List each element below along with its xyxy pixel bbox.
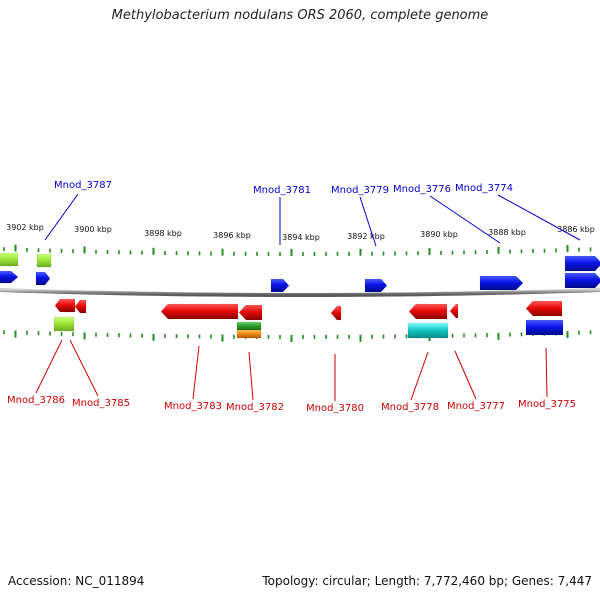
gene-label: Mnod_3776 <box>393 184 451 195</box>
gene-label: Mnod_3781 <box>253 185 311 196</box>
label-leader-line <box>545 347 548 398</box>
rna-gene <box>53 316 75 332</box>
reverse-gene <box>160 303 239 320</box>
forward-gene <box>525 319 564 336</box>
misc-feature <box>236 329 262 339</box>
scale-label: 3886 kbp <box>557 225 595 234</box>
pseudo-gene <box>407 322 449 339</box>
rna-gene <box>236 321 262 331</box>
reverse-gene <box>525 300 563 317</box>
scale-label: 3898 kbp <box>144 229 182 238</box>
label-leader-line <box>35 339 63 394</box>
rna-gene <box>36 253 52 268</box>
reverse-gene <box>74 299 87 314</box>
forward-gene <box>564 272 600 289</box>
label-leader-line <box>359 196 377 247</box>
forward-gene <box>564 255 600 272</box>
scale-label: 3894 kbp <box>282 233 320 242</box>
accession-text: Accession: NC_011894 <box>8 574 145 588</box>
label-leader-line <box>248 351 254 401</box>
scale-label: 3892 kbp <box>347 232 385 241</box>
forward-gene <box>479 275 524 291</box>
label-leader-line <box>454 350 477 400</box>
label-leader-line <box>44 193 79 241</box>
gene-label: Mnod_3787 <box>54 180 112 191</box>
gene-label: Mnod_3786 <box>7 395 65 406</box>
scale-label: 3890 kbp <box>420 230 458 239</box>
reverse-gene <box>238 304 263 321</box>
reverse-gene <box>330 305 342 321</box>
forward-gene <box>270 278 290 293</box>
gene-label: Mnod_3777 <box>447 401 505 412</box>
map-title: Methylobacterium nodulans ORS 2060, comp… <box>111 8 489 23</box>
scale-label: 3896 kbp <box>213 231 251 240</box>
forward-gene <box>35 271 51 286</box>
gene-label: Mnod_3775 <box>518 399 576 410</box>
genome-summary-text: Topology: circular; Length: 7,772,460 bp… <box>262 574 592 588</box>
gene-label: Mnod_3785 <box>72 398 130 409</box>
reverse-gene <box>54 298 76 313</box>
forward-gene <box>364 278 388 293</box>
scale-label: 3900 kbp <box>74 225 112 234</box>
label-leader-line <box>429 195 501 244</box>
gene-label: Mnod_3783 <box>164 401 222 412</box>
reverse-gene <box>408 303 448 320</box>
label-leader-line <box>410 351 429 401</box>
gene-label: Mnod_3778 <box>381 402 439 413</box>
scale-label: 3888 kbp <box>488 228 526 237</box>
genome-backbone <box>0 288 600 298</box>
gene-label: Mnod_3774 <box>455 183 513 194</box>
label-leader-line <box>69 339 99 397</box>
reverse-gene <box>449 303 459 319</box>
label-leader-line <box>497 194 581 241</box>
rna-gene <box>0 252 19 267</box>
gene-label: Mnod_3780 <box>306 403 364 414</box>
label-leader-line <box>192 345 200 400</box>
scale-label: 3902 kbp <box>6 223 44 232</box>
gene-label: Mnod_3782 <box>226 402 284 413</box>
gene-label: Mnod_3779 <box>331 185 389 196</box>
forward-gene <box>0 270 19 284</box>
